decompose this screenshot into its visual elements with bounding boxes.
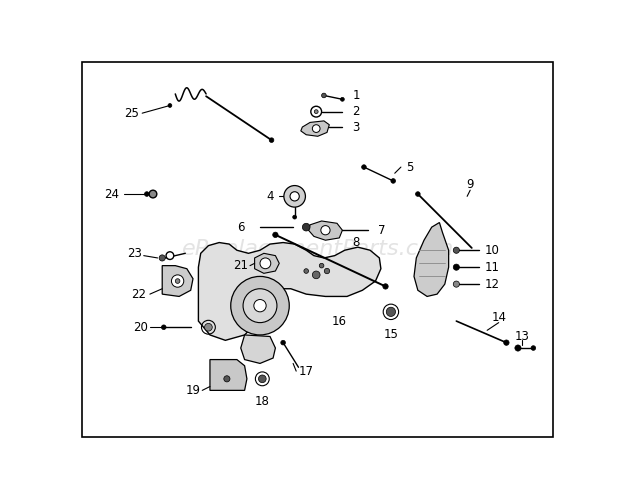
Text: eReplacementParts.com: eReplacementParts.com — [182, 240, 454, 259]
Circle shape — [312, 271, 320, 279]
Polygon shape — [162, 266, 193, 296]
Circle shape — [161, 325, 166, 329]
Text: 12: 12 — [484, 278, 499, 290]
Text: 17: 17 — [299, 365, 314, 377]
Polygon shape — [301, 121, 329, 136]
Text: 10: 10 — [484, 244, 499, 257]
Text: 1: 1 — [353, 89, 360, 102]
Circle shape — [260, 258, 271, 269]
Circle shape — [383, 284, 388, 289]
Circle shape — [311, 106, 322, 117]
Circle shape — [205, 324, 212, 331]
Text: 13: 13 — [515, 330, 529, 343]
Circle shape — [453, 247, 459, 253]
Text: 8: 8 — [353, 236, 360, 249]
Circle shape — [391, 179, 396, 183]
Text: 24: 24 — [104, 188, 119, 201]
Text: 23: 23 — [127, 247, 142, 260]
Circle shape — [144, 192, 149, 196]
Circle shape — [254, 299, 266, 312]
Polygon shape — [241, 335, 275, 364]
Text: 21: 21 — [233, 259, 248, 272]
Circle shape — [361, 165, 366, 169]
Circle shape — [322, 93, 326, 98]
Circle shape — [281, 340, 285, 345]
Text: 25: 25 — [124, 107, 139, 120]
Circle shape — [321, 226, 330, 235]
Circle shape — [243, 288, 277, 323]
Circle shape — [168, 104, 172, 107]
Circle shape — [172, 275, 184, 287]
Text: 18: 18 — [255, 395, 270, 409]
Circle shape — [503, 340, 509, 345]
Polygon shape — [255, 253, 279, 273]
Circle shape — [340, 97, 344, 101]
Circle shape — [304, 269, 309, 273]
Circle shape — [290, 192, 299, 201]
Polygon shape — [198, 243, 381, 340]
Text: 3: 3 — [353, 121, 360, 133]
Circle shape — [453, 281, 459, 287]
Circle shape — [324, 268, 330, 274]
Circle shape — [166, 252, 174, 259]
Circle shape — [293, 215, 296, 219]
Text: 19: 19 — [185, 384, 200, 397]
Polygon shape — [309, 221, 342, 240]
Text: 7: 7 — [378, 224, 386, 237]
Circle shape — [386, 307, 396, 317]
Circle shape — [284, 186, 306, 207]
Circle shape — [303, 223, 310, 231]
Text: 15: 15 — [383, 329, 398, 341]
Circle shape — [231, 277, 290, 335]
Circle shape — [515, 345, 521, 351]
Text: 20: 20 — [133, 321, 148, 334]
Circle shape — [259, 375, 266, 383]
Polygon shape — [210, 360, 247, 390]
Circle shape — [312, 124, 320, 132]
Circle shape — [314, 110, 318, 114]
Circle shape — [149, 190, 157, 198]
Circle shape — [224, 376, 230, 382]
Text: 11: 11 — [484, 261, 499, 274]
Circle shape — [175, 279, 180, 284]
Text: 22: 22 — [131, 288, 146, 301]
Text: 4: 4 — [266, 190, 274, 203]
Circle shape — [531, 346, 536, 350]
Text: 9: 9 — [466, 177, 474, 191]
Circle shape — [415, 192, 420, 196]
Circle shape — [269, 138, 274, 142]
Text: 16: 16 — [332, 315, 347, 328]
Text: 14: 14 — [491, 311, 506, 324]
Circle shape — [273, 232, 278, 238]
Text: 5: 5 — [407, 161, 414, 173]
Text: 2: 2 — [353, 105, 360, 118]
Circle shape — [319, 263, 324, 268]
Circle shape — [159, 255, 166, 261]
Polygon shape — [414, 222, 449, 296]
Text: 6: 6 — [237, 221, 244, 234]
Circle shape — [453, 264, 459, 270]
